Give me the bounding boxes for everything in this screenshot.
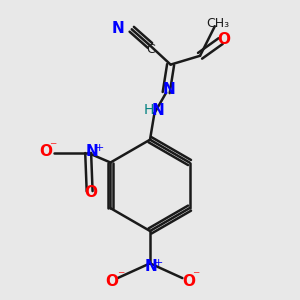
Text: O: O	[182, 274, 195, 289]
Text: +: +	[95, 142, 104, 153]
Text: N: N	[152, 103, 164, 118]
Text: ⁻: ⁻	[49, 140, 56, 154]
Text: N: N	[162, 82, 175, 97]
Text: N: N	[145, 260, 158, 274]
Text: CH₃: CH₃	[206, 17, 229, 31]
Text: O: O	[40, 144, 52, 159]
Text: +: +	[154, 258, 164, 268]
Text: ⁻: ⁻	[117, 270, 124, 283]
Text: O: O	[217, 32, 230, 47]
Text: O: O	[85, 185, 98, 200]
Text: O: O	[105, 274, 118, 289]
Text: C: C	[146, 43, 155, 56]
Text: ⁻: ⁻	[192, 270, 199, 283]
Text: N: N	[85, 144, 98, 159]
Text: H: H	[143, 103, 154, 117]
Text: N: N	[112, 21, 125, 36]
